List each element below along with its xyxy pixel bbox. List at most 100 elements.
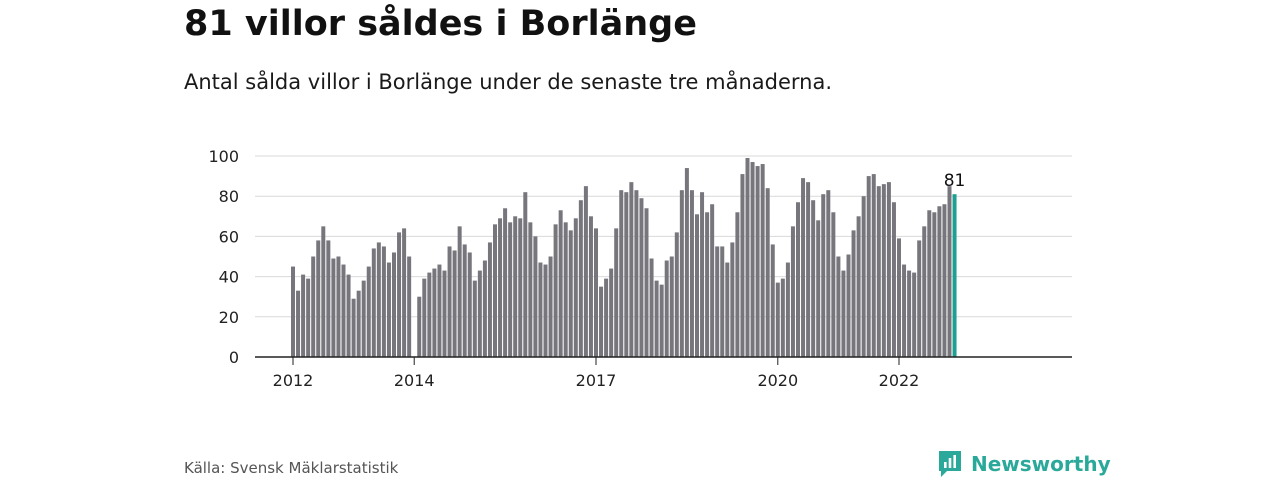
bar [826, 190, 831, 357]
bar [851, 230, 856, 357]
bar [897, 238, 901, 357]
bar [568, 230, 573, 357]
bar [730, 242, 735, 357]
bar [629, 182, 634, 357]
bar [452, 250, 457, 357]
x-tick-label: 2012 [273, 371, 314, 390]
bar [831, 212, 836, 357]
bar [866, 176, 871, 357]
bar [376, 242, 381, 357]
page-title: 81 villor såldes i Borlänge [184, 4, 697, 44]
bar [604, 278, 609, 357]
x-axis-ticks: 2012 2014 2017 2020 2022 [273, 357, 920, 390]
bar [922, 226, 927, 357]
bar [487, 242, 492, 357]
bar [346, 274, 351, 357]
y-tick-label: 100 [208, 147, 239, 166]
bar [538, 262, 543, 357]
bar [624, 192, 629, 357]
bar [422, 278, 427, 357]
x-tick-label: 2017 [576, 371, 617, 390]
y-axis-ticks: 0 20 40 60 80 100 [208, 147, 239, 367]
bar [780, 278, 785, 357]
bar [361, 280, 366, 357]
bar [705, 212, 710, 357]
bar [785, 262, 790, 357]
bar [437, 264, 442, 357]
x-tick-label: 2020 [757, 371, 798, 390]
newsworthy-logo-icon [939, 451, 961, 477]
bar [366, 266, 371, 357]
bar [932, 212, 937, 357]
bar [599, 286, 604, 357]
bar [684, 168, 689, 357]
y-tick-label: 0 [229, 348, 239, 367]
bar [341, 264, 346, 357]
bar [326, 240, 331, 357]
bar [311, 256, 316, 357]
bar [871, 174, 876, 357]
bar [710, 204, 715, 357]
bar [336, 256, 341, 357]
bar [664, 260, 669, 357]
bar [477, 270, 482, 357]
bar [331, 258, 336, 357]
bar [886, 182, 891, 357]
bar [937, 206, 942, 357]
bar [907, 270, 912, 357]
bar [553, 224, 558, 357]
brand-logo[interactable]: Newsworthy [937, 449, 1111, 479]
bar [558, 210, 563, 357]
bar [301, 274, 306, 357]
bar [578, 200, 583, 357]
bar [811, 200, 816, 357]
bar [296, 290, 301, 357]
bar [482, 260, 487, 357]
bar [816, 220, 821, 357]
bar [947, 186, 952, 357]
bar [306, 278, 311, 357]
bar [765, 188, 770, 357]
bar [619, 190, 624, 357]
bar [821, 194, 826, 357]
y-tick-label: 40 [219, 268, 239, 287]
bar [371, 248, 376, 357]
bar [472, 280, 477, 357]
bar [457, 226, 462, 357]
brand-name: Newsworthy [971, 452, 1111, 476]
bar [291, 266, 295, 357]
bar [674, 232, 679, 357]
bar [639, 198, 644, 357]
bar [760, 164, 765, 357]
bar [644, 208, 649, 357]
bar [841, 270, 846, 357]
bar [669, 256, 674, 357]
bar [891, 202, 896, 357]
bar-highlight [952, 194, 957, 357]
bar [356, 290, 361, 357]
bar [912, 272, 917, 357]
bar [846, 254, 851, 357]
bar [876, 186, 881, 357]
bar [351, 298, 356, 357]
bar [386, 262, 391, 357]
bar [679, 190, 684, 357]
value-labels: 81 [944, 171, 966, 191]
bar [467, 252, 472, 357]
page-subtitle: Antal sålda villor i Borlänge under de s… [184, 70, 833, 94]
bar [518, 218, 523, 357]
bar [720, 246, 725, 357]
bar [402, 228, 407, 357]
bar [442, 270, 447, 357]
bar [689, 190, 694, 357]
bar [735, 212, 740, 357]
bar [462, 244, 467, 357]
x-tick-label: 2022 [879, 371, 920, 390]
bar [316, 240, 321, 357]
bar [755, 166, 760, 357]
bar [397, 232, 402, 357]
bar [417, 296, 422, 357]
bar [508, 222, 513, 357]
bar [634, 190, 639, 357]
